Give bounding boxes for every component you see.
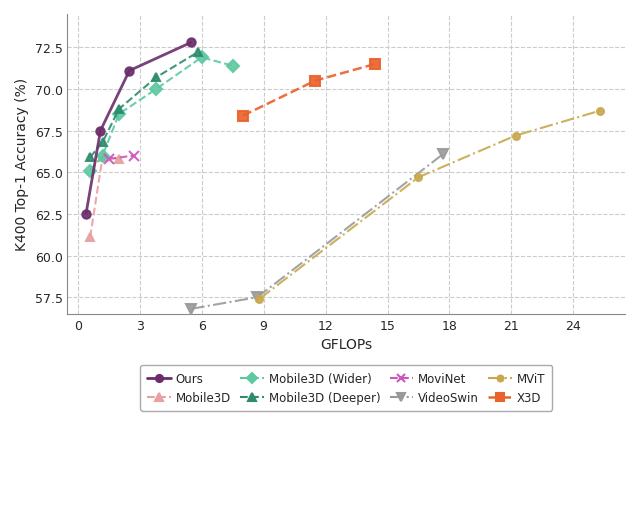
MViT (415, 175, 422, 181)
Ours (125, 69, 133, 75)
Line: Mobile3D: Mobile3D (86, 154, 124, 242)
MViT (255, 296, 263, 302)
MoviNet (105, 157, 113, 163)
MViT (596, 109, 604, 115)
Mobile3D (Deeper) (152, 75, 160, 81)
Line: Ours: Ours (82, 39, 195, 219)
Mobile3D (115, 157, 123, 163)
Ours (82, 212, 90, 218)
Mobile3D (Wider) (198, 55, 205, 61)
Ours (97, 128, 104, 134)
Ours (188, 40, 195, 46)
Mobile3D (Deeper) (99, 140, 106, 146)
Mobile3D (99, 155, 106, 161)
Mobile3D (Wider) (228, 64, 236, 70)
VideoSwin (253, 294, 261, 300)
Mobile3D (Wider) (99, 153, 106, 159)
Line: Mobile3D (Deeper): Mobile3D (Deeper) (86, 49, 202, 162)
Mobile3D (Wider) (86, 168, 94, 174)
X3D (239, 113, 247, 119)
Legend: Ours, Mobile3D, Mobile3D (Wider), Mobile3D (Deeper), MoviNet, VideoSwin, MViT, X: Ours, Mobile3D, Mobile3D (Wider), Mobile… (140, 365, 552, 411)
Line: VideoSwin: VideoSwin (186, 150, 448, 314)
Mobile3D (Wider) (115, 112, 123, 118)
Mobile3D (Deeper) (115, 107, 123, 113)
X3D (312, 78, 319, 84)
VideoSwin (188, 306, 195, 312)
MoviNet (130, 153, 138, 159)
Line: MoviNet: MoviNet (104, 152, 138, 165)
VideoSwin (440, 152, 447, 158)
Line: Mobile3D (Wider): Mobile3D (Wider) (86, 54, 237, 175)
Mobile3D (Wider) (152, 87, 160, 93)
Mobile3D (Deeper) (194, 50, 202, 56)
Line: X3D: X3D (238, 60, 380, 121)
Mobile3D (86, 235, 94, 241)
Y-axis label: K400 Top-1 Accuracy (%): K400 Top-1 Accuracy (%) (15, 78, 29, 251)
X-axis label: GFLOPs: GFLOPs (320, 337, 372, 351)
X3D (371, 62, 379, 68)
Mobile3D (Deeper) (86, 155, 94, 161)
Line: MViT: MViT (256, 108, 604, 302)
MViT (512, 133, 520, 139)
